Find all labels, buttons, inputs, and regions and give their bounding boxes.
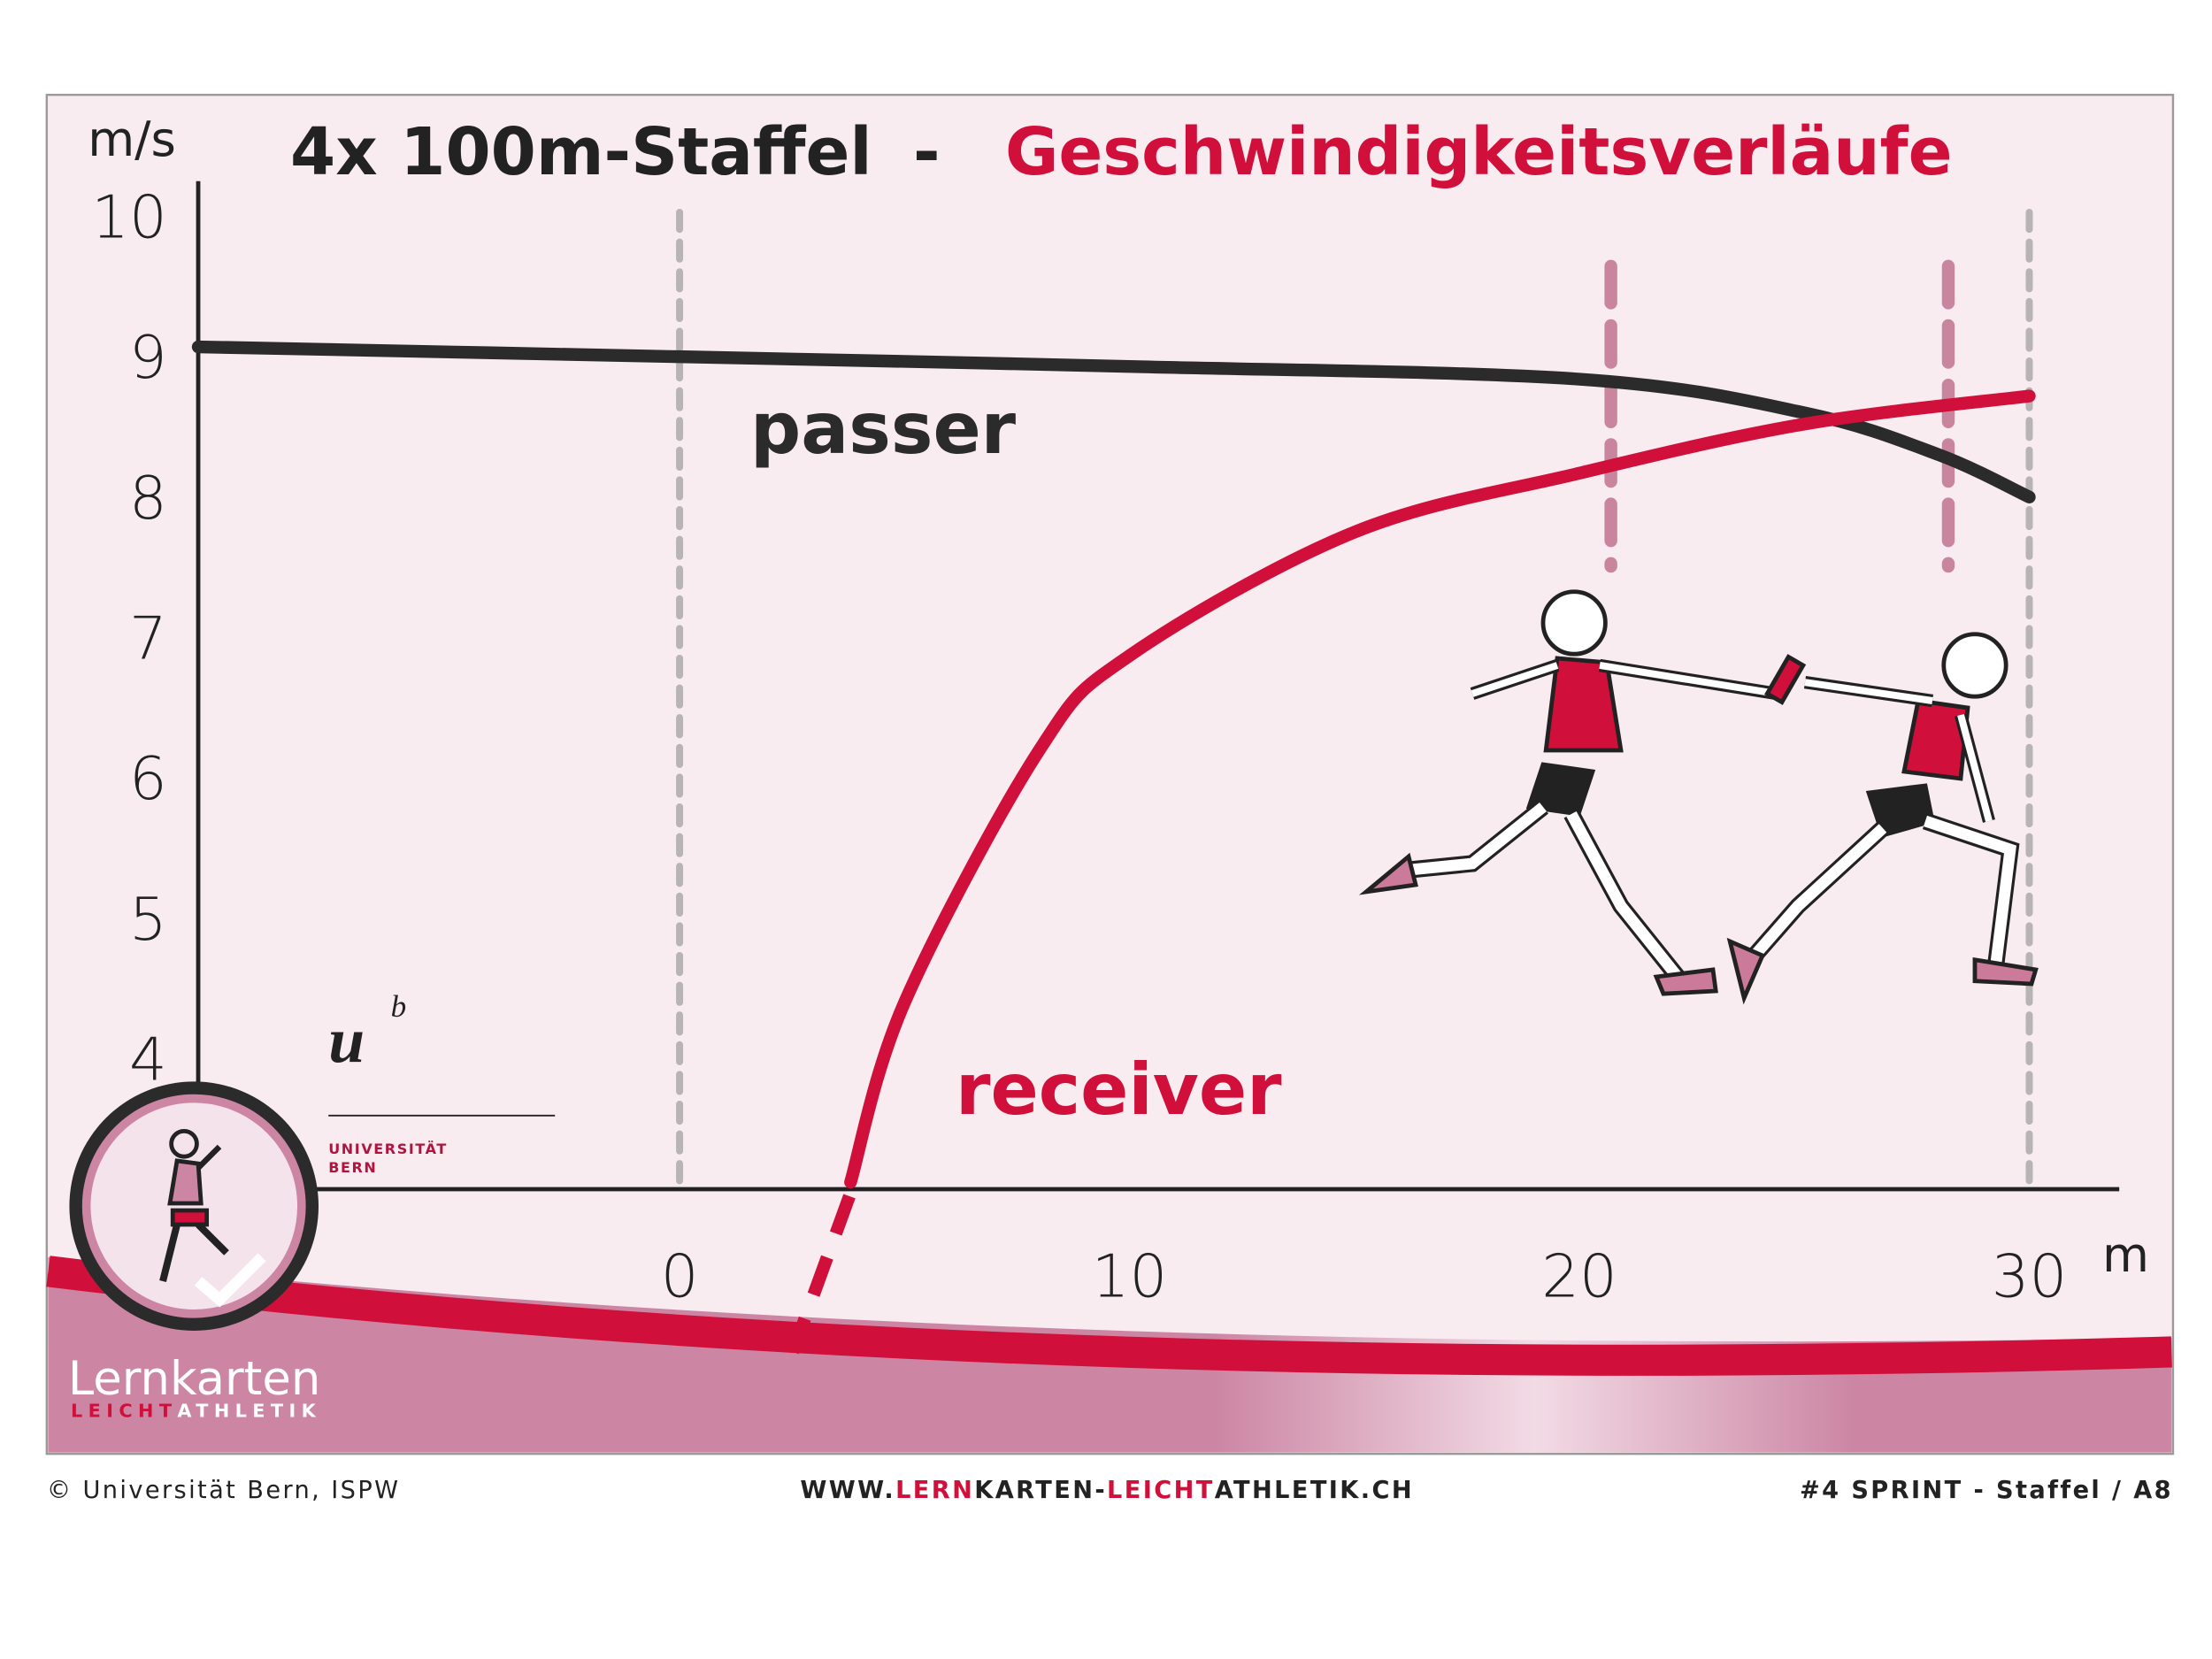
title-separator: - (913, 115, 941, 190)
url-part: WWW. (800, 1477, 895, 1504)
footer-url: WWW.LERNKARTEN-LEICHTATHLETIK.CH (800, 1477, 1414, 1504)
x-tick-label: 20 (1541, 1242, 1617, 1311)
footer-left: © Universität Bern, ISPW (47, 1477, 401, 1504)
badge-runner (159, 1128, 229, 1282)
x-tick-label: 30 (1992, 1242, 2067, 1311)
band-stripe (46, 1256, 2172, 1376)
plot: 4 5 6 7 8 9 10 0 10 20 30 passer receiver (91, 180, 2120, 1311)
runners (1358, 589, 2039, 1005)
y-tick-label: 4 (129, 1025, 167, 1094)
y-tick-label: 9 (129, 323, 167, 392)
series-label: passer (750, 388, 1017, 470)
url-part: ATHLETIK.CH (1215, 1477, 1414, 1504)
card (45, 93, 2175, 1455)
y-tick-label: 6 (129, 744, 167, 813)
footer-right: #4 SPRINT - Staffel / A8 (1800, 1477, 2173, 1504)
x-tick-label: 10 (1092, 1242, 1168, 1311)
series-label: receiver (956, 1048, 1282, 1131)
x-axis-label: m (2102, 1227, 2149, 1283)
y-tick-label: 10 (91, 182, 167, 251)
logo-bottom: LEICHTATHLETIK (71, 1401, 321, 1422)
y-axis-label: m/s (88, 111, 176, 167)
logo-bottom-a: LEICHT (71, 1401, 177, 1422)
y-tick-label: 7 (129, 603, 167, 672)
chart-title: 4x 100m-Staffel (290, 115, 872, 190)
unibe-name: UNIVERSITÄT (328, 1141, 448, 1157)
y-tick-label: 5 (129, 885, 167, 954)
chart-subtitle: Geschwindigkeitsverläufe (1005, 115, 1953, 190)
badge-inner (81, 1094, 306, 1318)
logo-top: Lernkarten (68, 1352, 320, 1406)
y-tick-label: 8 (129, 464, 167, 533)
badge-check (194, 1253, 266, 1308)
series-line (844, 389, 2036, 1189)
unibe-u: u (328, 1003, 365, 1076)
unibe-city: BERN (328, 1159, 377, 1176)
x-tick-label: 0 (661, 1242, 699, 1311)
unibe-b: b (391, 989, 407, 1024)
url-part: LEICHT (1107, 1477, 1215, 1504)
receiver-start-dash (787, 1194, 856, 1355)
series-line (191, 340, 2036, 503)
logo-bottom-b: ATHLETIK (177, 1401, 321, 1422)
url-part: LERN (895, 1477, 974, 1504)
url-part: KARTEN- (974, 1477, 1107, 1504)
